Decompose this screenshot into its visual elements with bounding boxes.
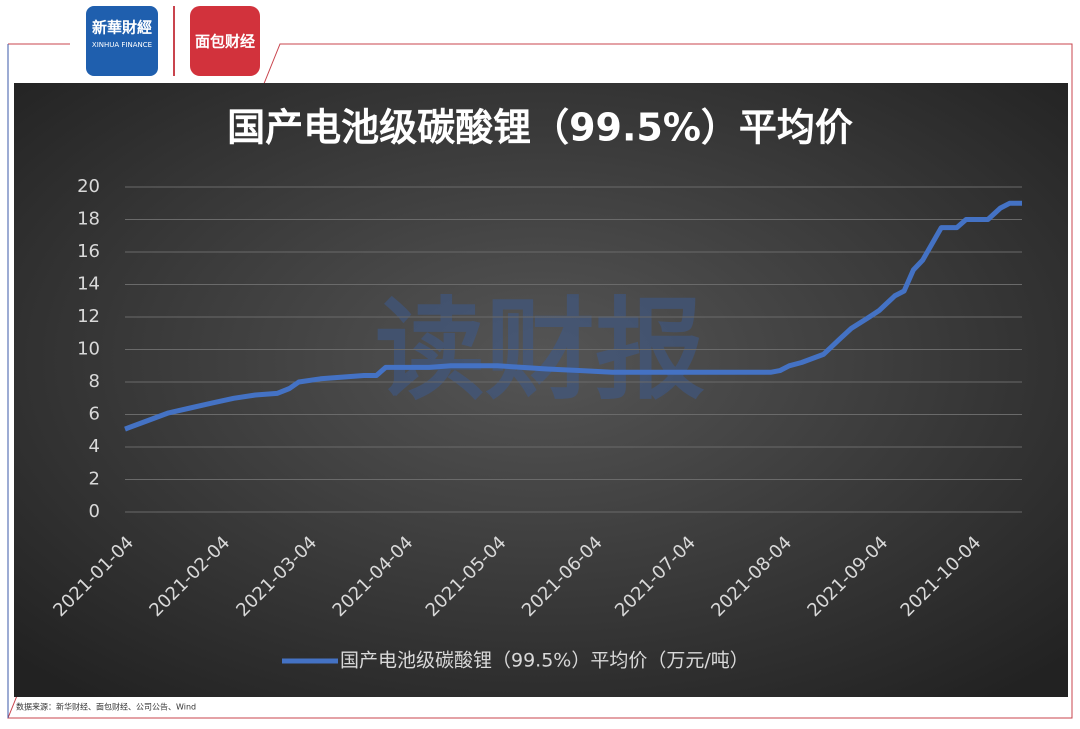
logo-left: [86, 6, 158, 76]
logo-text: 新華財經: [92, 19, 152, 37]
source: 数据来源：新华财经、面包财经、公司公告、Wind: [16, 702, 196, 712]
y-tick-label: 4: [89, 436, 100, 457]
chart-panel: [14, 83, 1068, 697]
line: [124, 200, 1022, 432]
y-tick-label: 10: [77, 339, 100, 360]
y-tick-label: 0: [89, 501, 100, 522]
y-tick-label: 16: [77, 241, 100, 262]
y-tick-label: 20: [77, 176, 100, 197]
logo-sub: XINHUA FINANCE: [92, 41, 152, 49]
y-tick-label: 6: [89, 404, 100, 425]
watermark: 读财报: [375, 286, 705, 414]
chart-title: 国产电池级碳酸锂（99.5%）平均价: [227, 106, 853, 150]
y-tick-label: 18: [77, 209, 100, 230]
logo-right: [190, 6, 260, 76]
logo-text: 面包财经: [195, 33, 255, 51]
y-tick-label: 8: [89, 371, 100, 392]
legend-label: 国产电池级碳酸锂（99.5%）平均价（万元/吨）: [340, 650, 749, 672]
y-tick-label: 12: [77, 306, 100, 327]
y-tick-label: 2: [89, 469, 100, 490]
y-tick-label: 14: [77, 274, 100, 295]
